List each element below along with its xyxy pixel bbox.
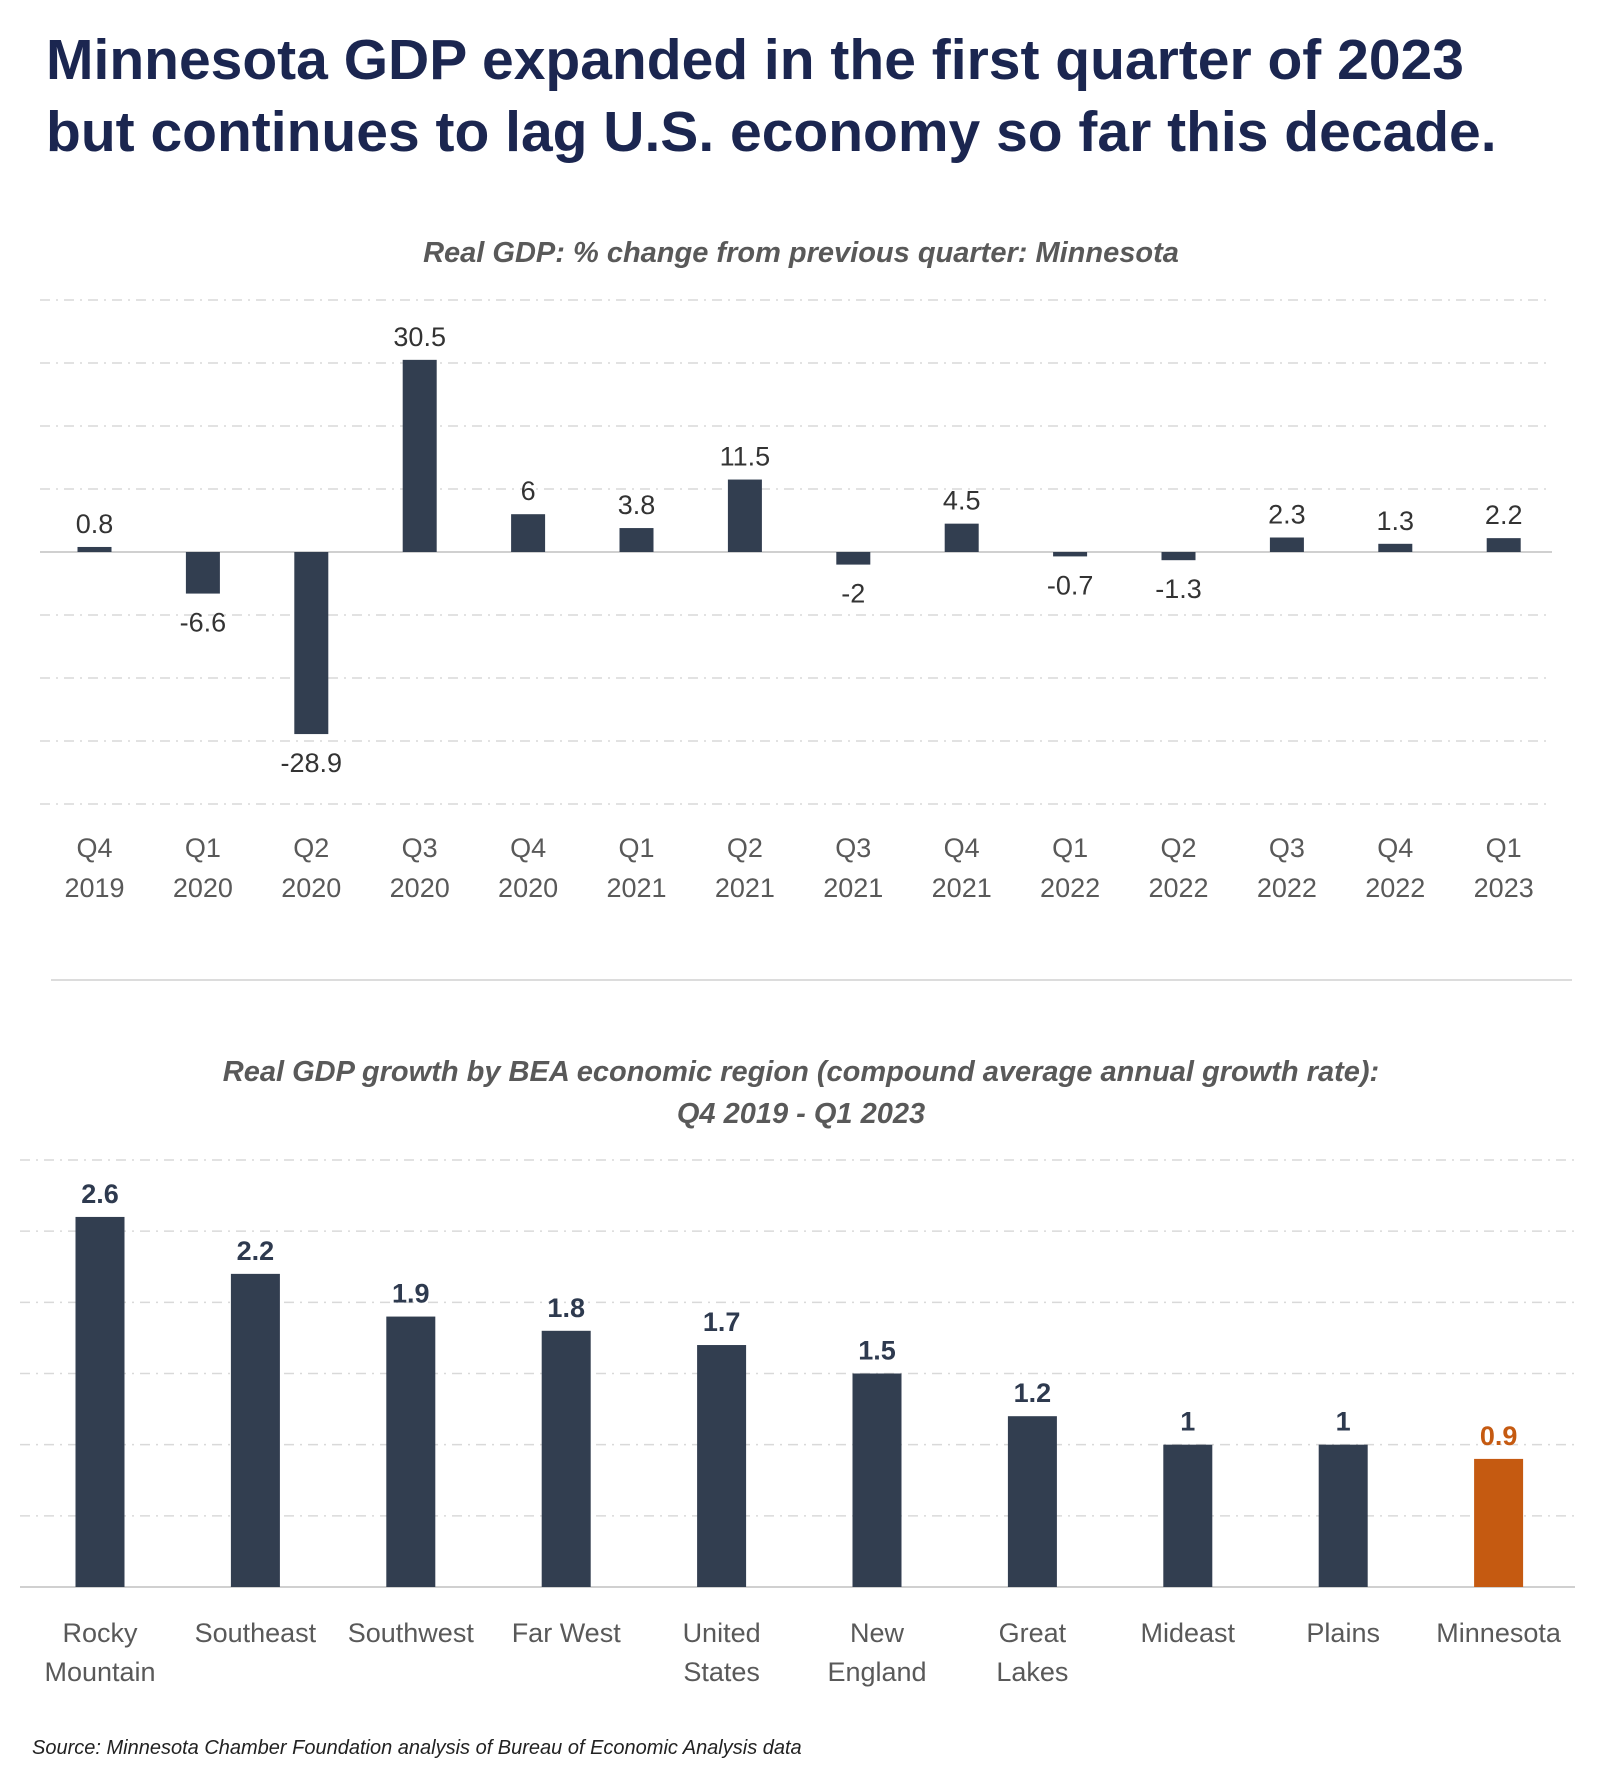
chart-1-bar [1318, 1444, 1368, 1587]
chart-0-tick-label: 2021 [606, 873, 666, 903]
chart-0-data-label: -6.6 [180, 608, 227, 638]
chart-0-data-label: -1.3 [1155, 574, 1202, 604]
chart-0-data-label: -28.9 [281, 748, 343, 778]
chart-1-data-label: 2.6 [81, 1179, 119, 1209]
chart-0-tick-label: Q4 [1377, 833, 1413, 863]
chart-0-tick-label: 2022 [1040, 873, 1100, 903]
chart-0-data-label: 4.5 [943, 486, 981, 516]
chart-0-bar [836, 552, 871, 565]
chart-0-tick-label: 2021 [932, 873, 992, 903]
headline-line-2: but continues to lag U.S. economy so far… [46, 100, 1497, 164]
chart-1-tick-label: Southwest [348, 1618, 475, 1648]
chart-0-data-label: 30.5 [393, 322, 446, 352]
chart-0-tick-label: 2022 [1365, 873, 1425, 903]
chart-1-bar [1007, 1416, 1057, 1587]
chart-0-tick-label: 2022 [1257, 873, 1317, 903]
chart-1-data-label: 1.2 [1014, 1378, 1052, 1408]
chart-1-tick-label: States [683, 1657, 760, 1687]
chart-0-tick-label: 2019 [64, 873, 124, 903]
chart-1-data-label: 1 [1336, 1407, 1351, 1437]
chart-0-tick-label: Q2 [1160, 833, 1196, 863]
chart-1-bar [852, 1373, 902, 1587]
chart-0-data-label: 3.8 [618, 490, 656, 520]
chart-1-bar [1474, 1458, 1524, 1587]
chart-0-data-label: 11.5 [720, 442, 771, 472]
chart-0-tick-label: Q4 [944, 833, 980, 863]
chart-0-tick-label: 2021 [715, 873, 775, 903]
chart-1-tick-label: Mideast [1141, 1618, 1236, 1648]
chart-1-bar [386, 1316, 436, 1587]
chart-1-data-label: 1.7 [703, 1307, 741, 1337]
chart-1-tick-label: Rocky [62, 1618, 138, 1648]
chart-0-tick-label: 2022 [1148, 873, 1208, 903]
chart-0-tick-label: Q1 [185, 833, 221, 863]
chart-0-data-label: 1.3 [1377, 506, 1415, 536]
chart-0-tick-label: Q4 [510, 833, 546, 863]
chart-1-tick-label: New [850, 1618, 905, 1648]
chart-0-bar [1053, 552, 1088, 557]
chart-0-bar [1161, 552, 1196, 561]
chart-0-bar [294, 552, 329, 735]
chart-0-bar [511, 514, 546, 552]
chart-1-bar [541, 1330, 591, 1587]
chart-1-data-label: 1.8 [547, 1293, 585, 1323]
chart-1-tick-label: Plains [1306, 1618, 1380, 1648]
chart-0-tick-label: 2020 [498, 873, 558, 903]
chart-0-tick-label: Q1 [1486, 833, 1522, 863]
chart-0-data-label: 2.2 [1485, 500, 1523, 530]
chart-0-data-label: 2.3 [1268, 500, 1306, 530]
chart-0-tick-label: Q4 [76, 833, 112, 863]
chart-1-data-label: 1 [1180, 1407, 1195, 1437]
chart-1-tick-label: Minnesota [1436, 1618, 1562, 1648]
chart-0-tick-label: Q2 [293, 833, 329, 863]
chart-1-tick-label: England [827, 1657, 926, 1687]
chart-0-tick-label: Q3 [402, 833, 438, 863]
chart-0-bar [1486, 538, 1521, 552]
chart-0-data-label: 6 [521, 476, 536, 506]
chart-0-data-label: 0.8 [76, 509, 114, 539]
chart-0-tick-label: 2020 [390, 873, 450, 903]
headline: Minnesota GDP expanded in the first quar… [46, 24, 1497, 168]
chart-0-bar [727, 479, 762, 552]
chart-1-title: Real GDP growth by BEA economic region (… [223, 1056, 1379, 1088]
chart-1-bar [697, 1345, 747, 1587]
chart-1-bar [75, 1216, 125, 1587]
chart-1-data-label: 1.5 [858, 1336, 896, 1366]
chart-0-data-label: -0.7 [1047, 570, 1094, 600]
headline-line-1: Minnesota GDP expanded in the first quar… [46, 28, 1464, 92]
chart-1-tick-label: Southeast [195, 1618, 317, 1648]
chart-0-bar [1378, 543, 1413, 552]
chart-1-tick-label: Great [999, 1618, 1067, 1648]
chart-1-data-label: 0.9 [1480, 1421, 1518, 1451]
chart-1-tick-label: Far West [512, 1618, 622, 1648]
chart-1-data-label: 2.2 [237, 1236, 275, 1266]
chart-0-bar [944, 523, 979, 552]
chart-1-tick-label: Lakes [996, 1657, 1068, 1687]
chart-1-data-label: 1.9 [392, 1279, 430, 1309]
chart-1-tick-label: United [683, 1618, 761, 1648]
chart-0-tick-label: Q1 [618, 833, 654, 863]
chart-0-tick-label: Q1 [1052, 833, 1088, 863]
chart-0-bar [619, 528, 654, 552]
source-note: Source: Minnesota Chamber Foundation ana… [32, 1737, 802, 1759]
chart-0-tick-label: Q2 [727, 833, 763, 863]
chart-1-bar [1163, 1444, 1213, 1587]
chart-0-bar [185, 552, 220, 594]
chart-0-bar [402, 359, 437, 552]
chart-0-tick-label: 2023 [1474, 873, 1534, 903]
chart-1-tick-label: Mountain [44, 1657, 155, 1687]
chart-1-bar [230, 1273, 280, 1587]
chart-0-tick-label: 2020 [281, 873, 341, 903]
chart-0-data-label: -2 [841, 579, 865, 609]
chart-1-title: Q4 2019 - Q1 2023 [677, 1098, 925, 1130]
chart-0-tick-label: Q3 [835, 833, 871, 863]
chart-0-tick-label: Q3 [1269, 833, 1305, 863]
chart-0-bar [1269, 537, 1304, 552]
chart-0-bar [77, 546, 112, 552]
chart-0-tick-label: 2021 [823, 873, 883, 903]
chart-0-tick-label: 2020 [173, 873, 233, 903]
chart-0-title: Real GDP: % change from previous quarter… [423, 237, 1179, 269]
